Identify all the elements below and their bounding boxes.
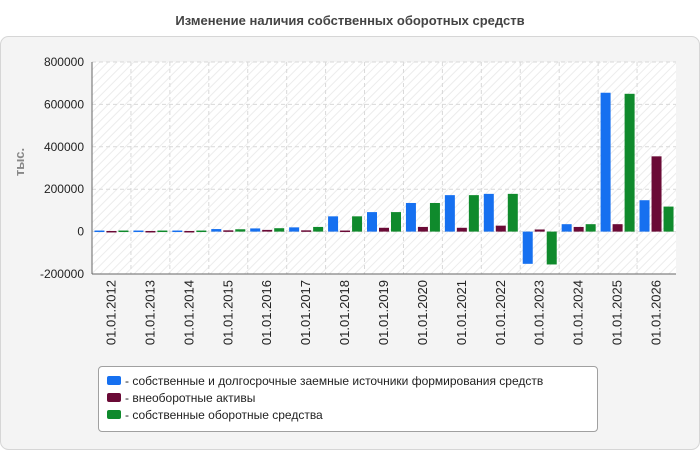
bar-1-01.01.2012 [94,230,105,233]
bar-1-01.01.2023 [522,231,533,264]
bar-3-01.01.2015 [235,229,246,232]
bar-3-01.01.2022 [507,193,518,232]
x-tick-label: 01.01.2015 [220,280,235,345]
bar-1-01.01.2022 [483,193,494,232]
bar-1-01.01.2020 [405,202,416,232]
x-tick-label: 01.01.2019 [376,280,391,345]
legend-item-working-capital: - собственные оборотные средства [107,406,589,423]
bar-3-01.01.2013 [157,230,168,233]
bar-2-01.01.2017 [301,230,312,232]
y-tick-label: 400000 [44,140,84,154]
x-tick-label: 01.01.2026 [649,280,664,345]
y-tick-label: 800000 [44,55,84,69]
bar-1-01.01.2017 [289,227,300,232]
bar-3-01.01.2026 [663,206,674,232]
x-tick-label: 01.01.2014 [181,280,196,345]
x-tick-label: 01.01.2024 [571,280,586,345]
y-axis-label: тыс. [12,148,27,176]
x-axis-ticks: 01.01.2012 01.01.2013 01.01.2014 01.01.2015… [103,280,663,345]
y-tick-label: 600000 [44,97,84,111]
bar-1-01.01.2024 [561,224,572,232]
legend-label-sources: - собственные и долгосрочные заемные ист… [125,373,544,388]
bar-2-01.01.2018 [340,230,351,233]
bar-2-01.01.2021 [456,227,467,232]
bar-2-01.01.2015 [223,230,234,232]
bar-3-01.01.2021 [468,195,479,232]
legend-label-working-capital: - собственные оборотные средства [125,407,323,422]
bar-3-01.01.2014 [196,230,207,233]
legend: - собственные и долгосрочные заемные ист… [98,366,598,432]
bar-1-01.01.2013 [133,230,144,233]
x-tick-label: 01.01.2013 [142,280,157,345]
bar-2-01.01.2012 [106,230,117,233]
x-tick-label: 01.01.2018 [337,280,352,345]
bar-2-01.01.2026 [651,156,662,232]
bar-3-01.01.2020 [429,202,440,232]
legend-item-sources: - собственные и долгосрочные заемные ист… [107,372,589,389]
x-tick-label: 01.01.2012 [103,280,118,345]
bar-1-01.01.2026 [639,200,650,232]
bar-3-01.01.2023 [546,231,557,265]
bar-3-01.01.2019 [391,212,401,232]
x-tick-label: 01.01.2021 [454,280,469,345]
bar-3-01.01.2024 [585,224,596,232]
legend-label-noncurrent: - внеоборотные активы [125,390,256,405]
legend-swatch-sources [107,376,121,385]
bar-1-01.01.2016 [250,228,261,232]
bar-2-01.01.2022 [495,225,506,232]
bar-3-01.01.2017 [313,226,324,232]
bar-2-01.01.2025 [612,224,623,232]
bar-2-01.01.2013 [145,230,156,233]
bar-2-01.01.2016 [262,229,273,232]
bar-3-01.01.2012 [118,230,129,233]
x-tick-label: 01.01.2023 [532,280,547,345]
bar-2-01.01.2020 [417,226,428,232]
x-tick-label: 01.01.2020 [415,280,430,345]
plot-area [92,62,676,274]
bar-1-01.01.2015 [211,229,222,232]
bar-3-01.01.2016 [274,228,285,232]
bar-1-01.01.2018 [328,216,339,232]
bar-1-01.01.2021 [444,195,455,232]
y-axis-ticks: 800000 600000 400000 200000 0 -200000 [40,55,84,281]
x-tick-label: 01.01.2016 [259,280,274,345]
y-tick-label: -200000 [40,267,84,281]
bar-3-01.01.2018 [352,216,363,232]
x-tick-label: 01.01.2022 [493,280,508,345]
bars [94,92,674,265]
y-tick-label: 0 [77,225,84,239]
legend-swatch-working-capital [107,410,121,419]
x-tick-label: 01.01.2025 [610,280,625,345]
chart-title: Изменение наличия собственных оборотных … [175,13,524,28]
bar-2-01.01.2019 [379,227,389,232]
bar-1-01.01.2014 [172,230,183,233]
bar-1-01.01.2025 [600,92,611,232]
bar-3-01.01.2025 [624,93,635,232]
x-tick-label: 01.01.2017 [298,280,313,345]
bar-2-01.01.2024 [573,226,584,232]
grid-lines [92,61,676,274]
bar-1-01.01.2019 [367,212,377,232]
y-tick-label: 200000 [44,182,84,196]
legend-item-noncurrent: - внеоборотные активы [107,389,589,406]
bar-2-01.01.2023 [534,229,545,232]
legend-swatch-noncurrent [107,393,121,402]
bar-2-01.01.2014 [184,230,195,233]
